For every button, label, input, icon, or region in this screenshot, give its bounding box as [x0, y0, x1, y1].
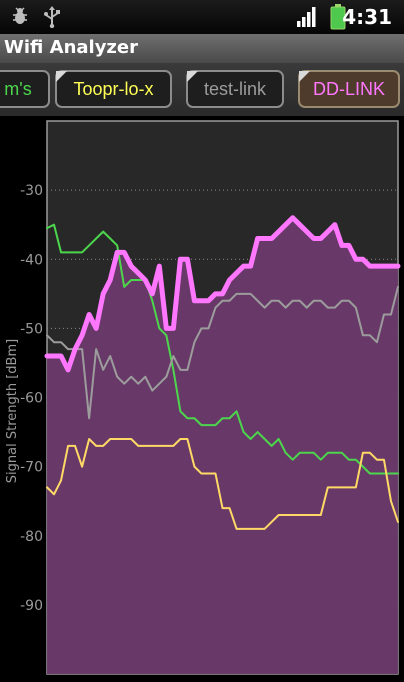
y-tick-label: -70 [20, 460, 43, 476]
y-tick-label: -90 [20, 598, 43, 614]
tab-label: test-link [203, 79, 266, 99]
usb-icon [44, 6, 60, 28]
signal-chart-area: -30 -40 -50 -60 -70 -80 -90 Signal Strength [d… [0, 116, 404, 678]
y-tick-label: -40 [20, 252, 43, 268]
battery-icon [330, 4, 346, 30]
y-tick-label: -50 [20, 321, 43, 337]
tab-toopr-lo-x[interactable]: Toopr-lo-x [55, 70, 172, 108]
series-line-m-s [46, 223, 399, 475]
title-bar: Wifi Analyzer [0, 34, 404, 64]
tab-test-link[interactable]: test-link [186, 70, 284, 108]
series-line-dd-link [44, 215, 401, 373]
signal-icon [297, 7, 316, 27]
series-line-test-link [46, 285, 399, 420]
app-title: Wifi Analyzer [4, 37, 138, 58]
tab-label: Toopr-lo-x [73, 79, 154, 99]
y-tick-label: -60 [20, 391, 43, 407]
y-tick-label: -30 [20, 183, 43, 199]
tab-corner-fold [299, 71, 310, 82]
y-tick-label: -80 [20, 529, 43, 545]
tab-corner-fold [187, 71, 198, 82]
tab-label: m's [4, 79, 32, 99]
series-area-dd-link [47, 217, 398, 674]
network-tabs: m's Toopr-lo-x test-link DD-LINK [0, 63, 404, 116]
status-bar: 4:31 [0, 0, 404, 34]
series-line-toopr-lo-x [46, 437, 399, 530]
clock: 4:31 [342, 5, 392, 29]
tab-corner-fold [56, 71, 67, 82]
tab-dd-link[interactable]: DD-LINK [298, 70, 400, 108]
tab-label: DD-LINK [312, 79, 385, 99]
y-axis-label: Signal Strength [dBm] [5, 339, 20, 483]
signal-strength-chart: -30 -40 -50 -60 -70 -80 -90 Signal Strength [d… [5, 120, 401, 675]
tab-ms[interactable]: m's [0, 70, 50, 108]
bug-icon [13, 7, 27, 24]
